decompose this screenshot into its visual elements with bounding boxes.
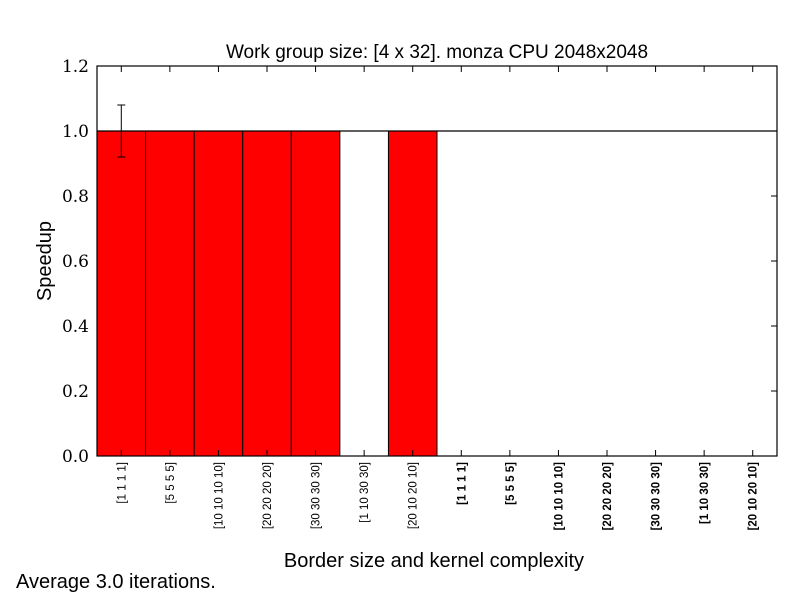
bar bbox=[242, 130, 292, 457]
y-tick-label: 0.6 bbox=[62, 252, 89, 272]
x-tick-label: [20 20 20 20] bbox=[262, 462, 274, 529]
bar bbox=[193, 130, 244, 457]
x-tick-label: [1 1 1 1] bbox=[456, 462, 468, 505]
y-tick-label: 0.8 bbox=[62, 187, 89, 207]
x-tick-label: [10 10 10 10] bbox=[553, 462, 565, 531]
y-axis-label: Speedup bbox=[34, 221, 56, 301]
bar bbox=[145, 130, 195, 457]
x-tick-label: [30 30 30 30] bbox=[311, 462, 323, 529]
bar bbox=[387, 130, 438, 457]
x-tick-label: [30 30 30 30] bbox=[651, 462, 663, 531]
bar bbox=[290, 130, 341, 457]
x-tick-label: [5 5 5 5] bbox=[505, 462, 517, 505]
x-tick-label: [20 10 20 10] bbox=[748, 462, 760, 531]
y-tick-label: 0.4 bbox=[62, 317, 89, 337]
x-tick-label: [10 10 10 10] bbox=[213, 462, 225, 529]
y-tick-label: 1.0 bbox=[62, 122, 89, 142]
x-tick-label: [20 10 20 10] bbox=[408, 462, 420, 529]
x-axis: [1 1 1 1] [5 5 5 5] [10 10 10 10] [20 20 20… bbox=[116, 66, 760, 531]
chart-title: Work group size: [4 x 32]. monza CPU 204… bbox=[226, 42, 648, 63]
x-tick-label: [5 5 5 5] bbox=[165, 462, 177, 504]
bar bbox=[96, 130, 147, 457]
x-tick-label: [1 1 1 1] bbox=[116, 462, 128, 504]
x-tick-label: [1 10 30 30] bbox=[359, 462, 371, 523]
y-tick-label: 0.2 bbox=[62, 382, 89, 402]
x-tick-label: [1 10 30 30] bbox=[699, 462, 711, 524]
bars-group bbox=[96, 130, 438, 457]
x-tick-label: [20 20 20 20] bbox=[602, 462, 614, 531]
footnote: Average 3.0 iterations. bbox=[16, 571, 216, 593]
y-tick-label: 0.0 bbox=[62, 447, 89, 467]
y-tick-label: 1.2 bbox=[62, 57, 89, 77]
plot-area-frame bbox=[96, 65, 778, 457]
x-axis-label: Border size and kernel complexity bbox=[284, 550, 584, 572]
